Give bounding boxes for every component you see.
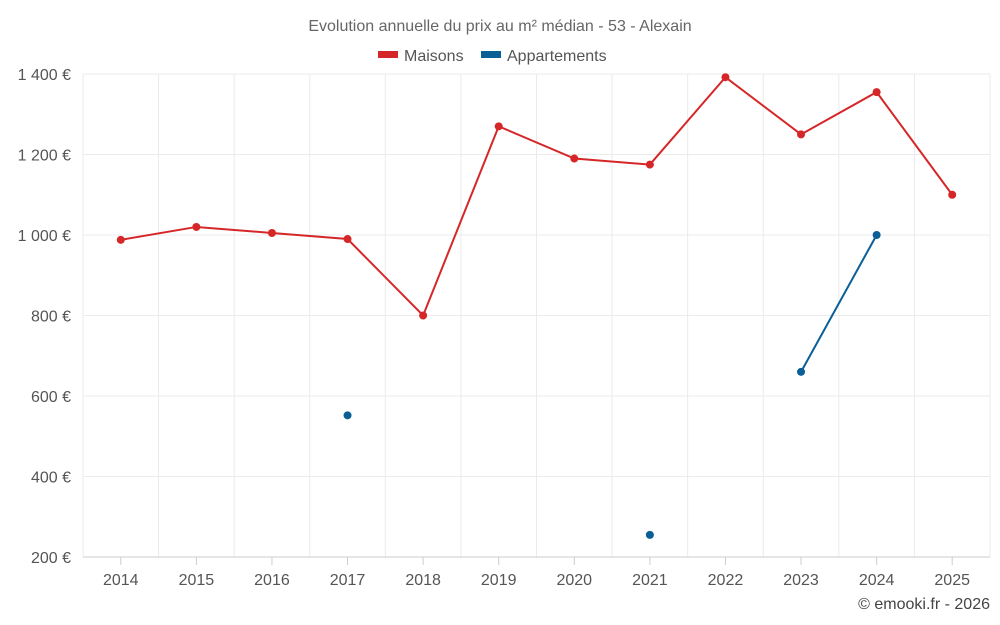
x-tick-label: 2019 bbox=[481, 572, 517, 589]
x-tick-label: 2020 bbox=[556, 572, 592, 589]
series-line-maisons bbox=[120, 75, 954, 318]
data-point-appartements-2017 bbox=[343, 411, 352, 420]
credit-text: © emooki.fr - 2026 bbox=[858, 596, 990, 613]
legend-swatch-maisons[interactable] bbox=[378, 51, 398, 58]
data-point-appartements-2024 bbox=[872, 231, 881, 239]
x-tick-label: 2024 bbox=[859, 572, 895, 589]
series-line-appartements bbox=[800, 234, 878, 373]
y-tick-label: 600 € bbox=[31, 389, 71, 406]
y-axis: 200 € 400 € 600 € 800 € 1 000 € 1 200 € 1 400 … bbox=[18, 67, 71, 567]
data-point-maisons-2025 bbox=[948, 190, 957, 199]
data-point-appartements-2021 bbox=[645, 530, 654, 539]
data-point-maisons-2021 bbox=[645, 160, 654, 169]
x-tick-label: 2021 bbox=[632, 572, 668, 589]
legend-swatch-appartements[interactable] bbox=[481, 51, 501, 58]
x-tick-label: 2022 bbox=[708, 572, 744, 589]
data-point-maisons-2023 bbox=[797, 130, 806, 139]
x-tick-label: 2017 bbox=[330, 572, 366, 589]
y-tick-label: 200 € bbox=[31, 550, 71, 567]
data-point-maisons-2019 bbox=[494, 122, 503, 131]
y-tick-label: 800 € bbox=[31, 309, 71, 326]
data-point-maisons-2020 bbox=[570, 154, 579, 163]
data-point-appartements-2023 bbox=[797, 367, 806, 376]
x-tick-label: 2015 bbox=[179, 572, 215, 589]
x-axis: 2014 2015 2016 2017 2018 2019 2020 2021 2022 2023… bbox=[83, 556, 990, 589]
x-tick-label: 2023 bbox=[783, 572, 819, 589]
x-tick-label: 2016 bbox=[254, 572, 290, 589]
x-tick-label: 2018 bbox=[405, 572, 441, 589]
x-tick-label: 2025 bbox=[934, 572, 970, 589]
x-tick-label: 2014 bbox=[103, 572, 139, 589]
legend-label-appartements[interactable]: Appartements bbox=[507, 48, 607, 65]
data-point-maisons-2015 bbox=[192, 222, 201, 231]
chart-title: Evolution annuelle du prix au m² médian … bbox=[308, 18, 691, 35]
y-tick-label: 1 000 € bbox=[18, 228, 71, 245]
data-point-maisons-2017 bbox=[343, 235, 352, 244]
legend: Maisons Appartements bbox=[378, 48, 607, 65]
y-tick-label: 400 € bbox=[31, 470, 71, 487]
grid bbox=[82, 73, 991, 557]
series-layer bbox=[116, 73, 957, 539]
data-point-maisons-2016 bbox=[267, 228, 276, 237]
data-point-maisons-2022 bbox=[721, 73, 730, 82]
legend-label-maisons[interactable]: Maisons bbox=[404, 48, 464, 65]
data-point-maisons-2024 bbox=[872, 88, 881, 97]
data-point-maisons-2018 bbox=[419, 311, 428, 320]
y-tick-label: 1 200 € bbox=[18, 148, 71, 165]
y-tick-label: 1 400 € bbox=[18, 67, 71, 84]
data-point-maisons-2014 bbox=[116, 235, 125, 244]
